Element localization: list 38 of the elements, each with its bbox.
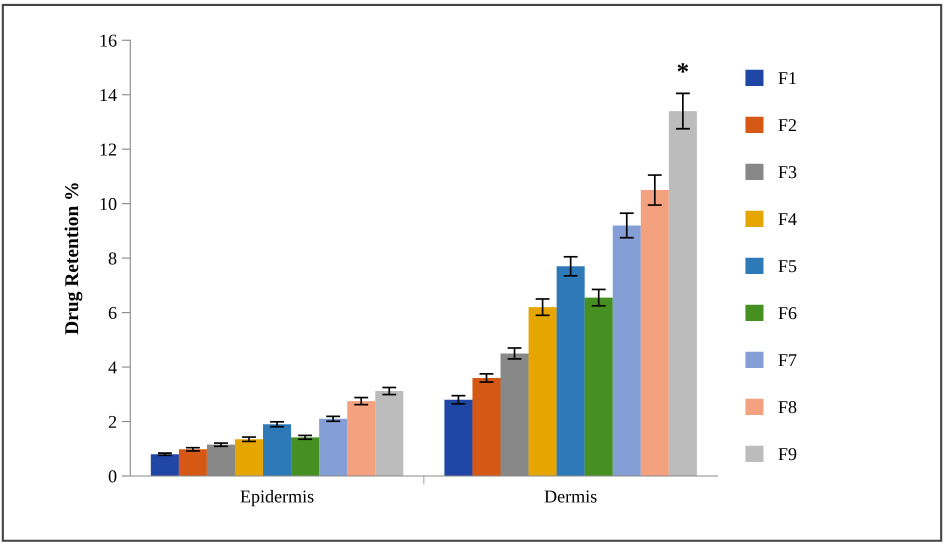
y-tick-label: 4 [108,361,117,374]
y-tick-label: 12 [100,144,116,156]
annotation: * [678,63,688,73]
x-tick-label: Dermis [544,490,597,503]
legend-label: F9 [778,448,796,460]
legend-label: F2 [778,119,796,132]
bar [263,424,292,476]
x-tick-label: Epidermis [240,490,314,506]
bar [556,266,585,476]
bar [528,307,557,476]
legend-label: F3 [778,166,796,178]
legend-label: F5 [778,260,796,272]
bar [612,225,641,476]
bar [291,437,320,476]
bar [234,439,264,476]
bar [178,449,207,476]
y-tick-label: 2 [108,416,116,428]
y-tick-label: 16 [100,34,117,47]
y-tick-label: 0 [108,470,116,482]
legend-label: F7 [778,354,796,366]
bar [150,454,179,476]
legend-label: F6 [778,307,796,320]
bar [472,378,501,476]
y-axis-title: Drug Retention % [64,183,82,334]
bar [584,298,613,476]
bar [640,190,669,476]
bar [347,401,376,476]
legend-label: F8 [778,401,796,414]
legend-label: F4 [778,213,797,226]
bar [444,400,472,476]
bar [319,418,348,476]
y-tick-label: 14 [100,89,117,101]
y-tick-label: 10 [100,198,116,210]
y-tick-label: 8 [108,252,116,265]
bar [668,111,697,476]
bar [375,391,404,476]
legend-label: F1 [778,72,796,84]
y-tick-label: 6 [108,306,117,320]
